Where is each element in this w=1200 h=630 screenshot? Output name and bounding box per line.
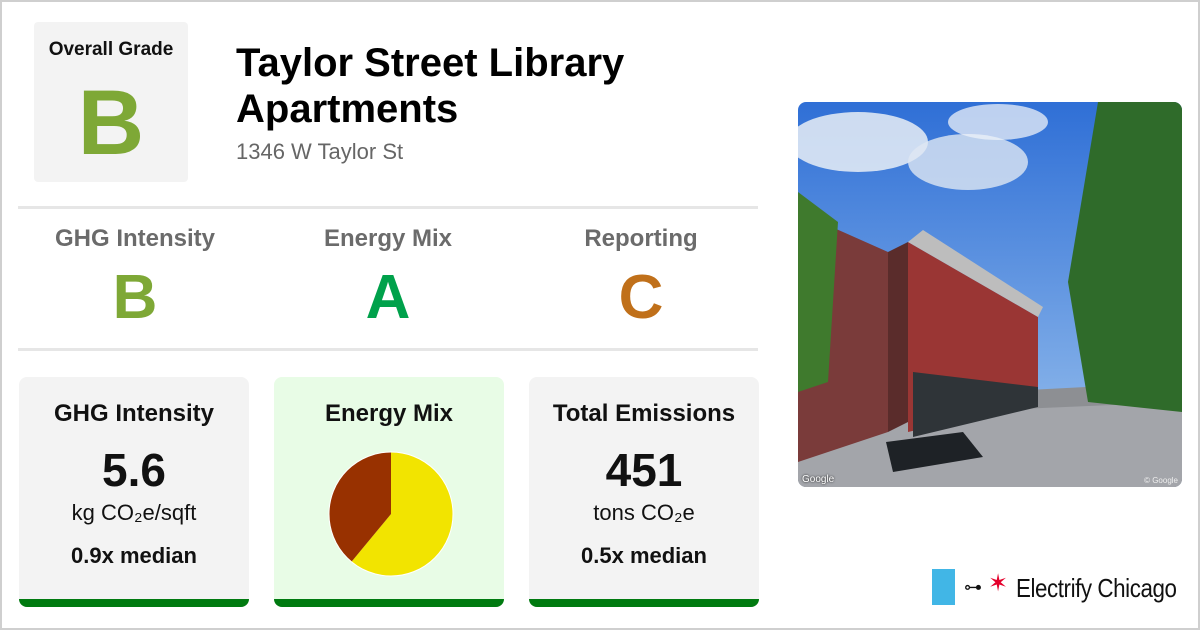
grade-energy-mix: Energy Mix A [265,225,511,329]
pie-outline [328,451,454,577]
building-street-photo: Google © Google [798,102,1182,487]
energy-mix-card: Energy Mix [274,377,504,607]
total-emissions-card: Total Emissions 451 tons CO₂e 0.5x media… [529,377,759,607]
pie-slice-1 [329,452,391,562]
card-accent-bar [19,599,249,607]
grade-label: Energy Mix [323,225,453,252]
overall-grade-box: Overall Grade B [34,22,188,182]
ghg-intensity-value: 5.6 [102,444,166,496]
divider [18,348,758,351]
card-title: GHG Intensity [53,400,215,427]
grade-letter: B [112,263,158,332]
energy-mix-pie-chart [328,451,454,577]
grade-letter: A [365,263,411,332]
pie-slice-0 [351,452,453,576]
photo-credit: Google [802,474,835,485]
plug-icon: ⊶ [964,577,982,597]
ghg-intensity-median: 0.9x median [71,543,197,568]
card-accent-bar [274,599,504,607]
total-emissions-median: 0.5x median [581,543,707,568]
brand-name: Electrify Chicago [1016,573,1177,603]
grade-letter: C [618,263,664,332]
grade-ghg-intensity: GHG Intensity B [12,225,258,329]
overall-grade-value: B [77,72,145,174]
ghg-intensity-card: GHG Intensity 5.6 kg CO₂e/sqft 0.9x medi… [19,377,249,607]
chicago-flag-stripe [932,569,955,605]
total-emissions-unit: tons CO₂e [593,500,695,525]
card-accent-bar [529,599,759,607]
photo-copyright: © Google [1144,476,1178,485]
card-title: Total Emissions [552,400,736,427]
card-title: Energy Mix [324,400,454,427]
street-scene-image [798,102,1182,487]
building-address: 1346 W Taylor St [236,139,404,164]
building-title: Taylor Street Library Apartments [236,41,625,131]
ghg-intensity-unit: kg CO₂e/sqft [71,500,197,525]
grade-label: Reporting [584,225,698,252]
divider [18,206,758,209]
star-icon: ✶ [988,570,1009,597]
electrify-chicago-logo: ⊶ ✶ Electrify Chicago [932,569,1182,605]
total-emissions-value: 451 [605,444,683,496]
grade-label: GHG Intensity [54,225,216,252]
overall-grade-label: Overall Grade [48,39,174,60]
grade-reporting: Reporting C [518,225,764,329]
